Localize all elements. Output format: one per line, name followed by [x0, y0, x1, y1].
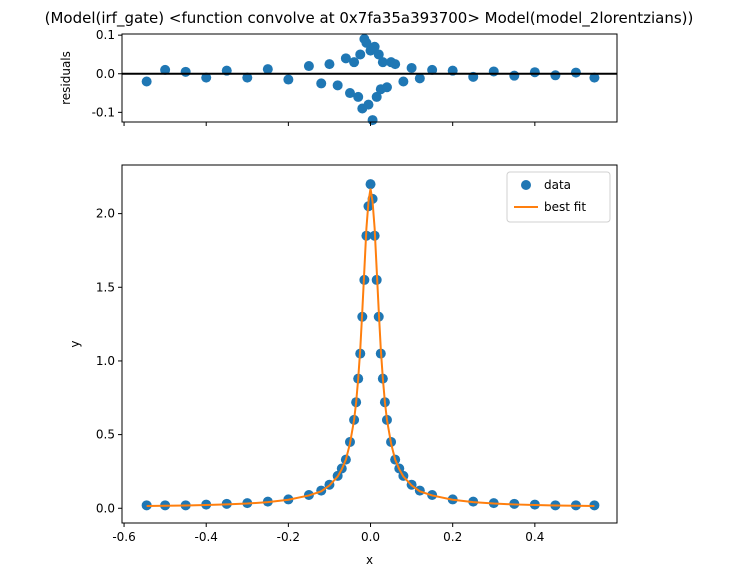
legend-data-label: data — [544, 178, 571, 192]
legend-box — [506, 171, 611, 223]
residual-point — [570, 67, 581, 78]
residual-point — [353, 91, 364, 102]
y-tick-label: 0.1 — [96, 28, 115, 42]
figure-title: (Model(irf_gate) <function convolve at 0… — [45, 9, 694, 28]
fit-axes-frame — [121, 164, 618, 524]
residuals-axes-frame — [121, 33, 618, 123]
legend-data-marker — [521, 180, 531, 190]
residual-point — [406, 62, 417, 73]
residual-point — [340, 53, 351, 64]
residual-point — [363, 99, 374, 110]
residual-point — [398, 76, 409, 87]
residual-point — [509, 70, 520, 81]
legend: data best fit — [506, 171, 611, 223]
y-tick-label: 0.5 — [96, 428, 115, 442]
residual-point — [381, 82, 392, 93]
residual-point — [589, 72, 600, 83]
residual-point — [180, 66, 191, 77]
residual-point — [377, 57, 388, 68]
residual-point — [324, 59, 335, 70]
residual-point — [242, 72, 253, 83]
residual-point — [414, 73, 425, 84]
residuals-panel: 0.1 0.0 -0.1 residuals — [59, 28, 618, 126]
y-tick-label: 0.0 — [96, 501, 115, 515]
y-tick-label: 1.5 — [96, 280, 115, 294]
x-tick-label: 0.4 — [525, 530, 544, 544]
residual-point — [529, 67, 540, 78]
residual-point — [427, 64, 438, 75]
residual-point — [390, 59, 401, 70]
residuals-y-axis-label: residuals — [59, 51, 73, 105]
fit-x-ticks: -0.6 -0.4 -0.2 0.0 0.2 0.4 — [112, 523, 544, 544]
residuals-x-ticks — [123, 122, 536, 126]
y-tick-label: 2.0 — [96, 207, 115, 221]
residual-point — [488, 66, 499, 77]
residual-point — [371, 91, 382, 102]
residual-point — [303, 61, 314, 72]
residuals-y-ticks: 0.1 0.0 -0.1 — [92, 28, 122, 119]
residual-point — [344, 88, 355, 99]
x-tick-label: -0.4 — [195, 530, 218, 544]
fit-y-ticks: 0.0 0.5 1.0 1.5 2.0 — [96, 207, 122, 515]
y-tick-label: 1.0 — [96, 354, 115, 368]
residual-point — [367, 115, 378, 126]
residual-point — [316, 78, 327, 89]
fit-y-axis-label: y — [68, 340, 82, 347]
x-tick-label: 0.0 — [361, 530, 380, 544]
residual-point — [160, 64, 171, 75]
y-tick-label: -0.1 — [92, 105, 115, 119]
y-tick-label: 0.0 — [96, 67, 115, 81]
residual-point — [262, 64, 273, 75]
fit-panel: 0.00.51.01.52.0 -0.6 -0.4 -0.2 0.0 0.2 0.4 y … — [68, 164, 618, 567]
residual-point — [373, 49, 384, 60]
residual-point — [283, 74, 294, 85]
x-tick-label: -0.6 — [112, 530, 135, 544]
x-tick-label: -0.2 — [277, 530, 300, 544]
data-point — [365, 179, 376, 190]
x-tick-label: 0.2 — [443, 530, 462, 544]
residual-point — [349, 57, 360, 68]
residual-point — [369, 41, 380, 52]
residual-point — [361, 37, 372, 48]
residual-point — [355, 49, 366, 60]
legend-best-fit-label: best fit — [544, 200, 586, 214]
residual-point — [332, 80, 343, 91]
residual-point — [201, 72, 212, 83]
best-fit-line — [146, 188, 595, 508]
fit-x-axis-label: x — [366, 553, 373, 567]
residual-point — [141, 76, 152, 87]
residual-point — [550, 70, 561, 81]
